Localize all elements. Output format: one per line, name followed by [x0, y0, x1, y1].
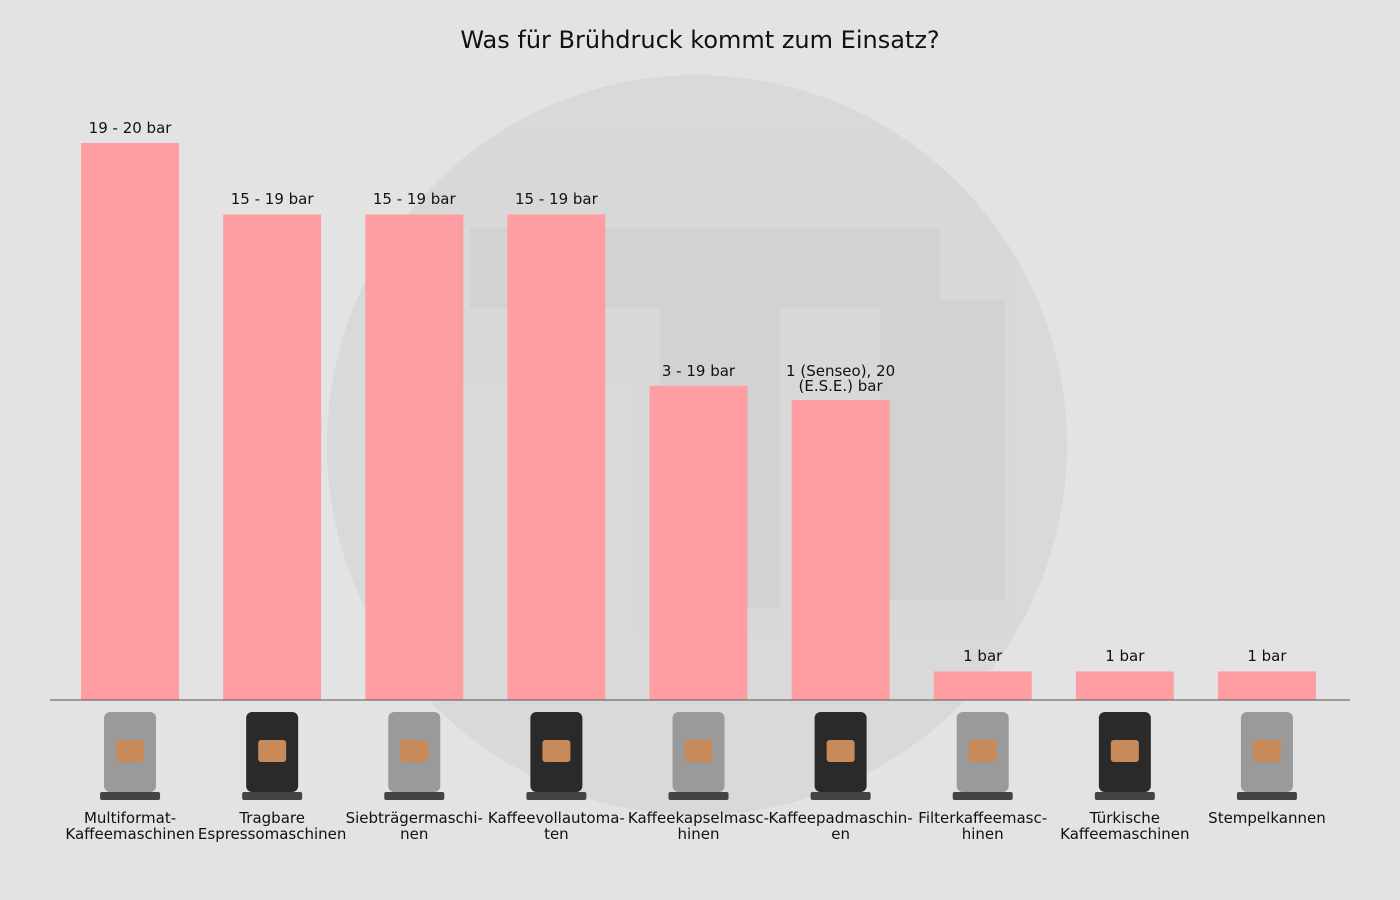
value-label: 1 bar — [1247, 647, 1287, 666]
value-label: 3 - 19 bar — [661, 361, 736, 380]
x-tick-label: Multiformat- Kaffeemaschinen — [65, 809, 195, 843]
x-tick-label: Stempelkannen — [1208, 809, 1326, 827]
icon-base — [526, 792, 587, 800]
icon-detail — [684, 740, 713, 762]
icon-base — [952, 792, 1013, 800]
value-label: 1 bar — [1105, 647, 1145, 666]
bar — [933, 671, 1032, 700]
product-icon — [1094, 712, 1155, 800]
icon-detail — [826, 740, 855, 762]
chart-title: Was für Brühdruck kommt zum Einsatz? — [460, 26, 940, 54]
product-icon — [100, 712, 161, 800]
icon-base — [1236, 792, 1297, 800]
bar — [1217, 671, 1316, 700]
icon-base — [1094, 792, 1155, 800]
icon-base — [100, 792, 161, 800]
product-icon — [242, 712, 303, 800]
x-tick-label: Siebträgermaschi- nen — [345, 809, 483, 843]
icon-detail — [542, 740, 571, 762]
icon-base — [810, 792, 871, 800]
icon-detail — [1110, 740, 1139, 762]
icon-detail — [258, 740, 287, 762]
bar — [365, 214, 464, 700]
value-label: 15 - 19 bar — [514, 190, 598, 209]
product-icon — [952, 712, 1013, 800]
bar — [81, 143, 180, 700]
product-icon — [668, 712, 729, 800]
icon-detail — [400, 740, 429, 762]
icon-base — [668, 792, 729, 800]
icon-detail — [968, 740, 997, 762]
x-tick-label: Türkische Kaffeemaschinen — [1060, 809, 1190, 843]
x-tick-label: Tragbare Espressomaschinen — [197, 809, 347, 843]
product-icon — [810, 712, 871, 800]
product-icon — [1236, 712, 1297, 800]
bar — [223, 214, 322, 700]
bar — [507, 214, 606, 700]
icon-base — [242, 792, 303, 800]
value-label: 19 - 20 bar — [88, 119, 172, 137]
x-tick-label: Kaffeekapselmasc- hinen — [627, 809, 770, 843]
value-label: 1 (Senseo), 20 (E.S.E.) bar — [786, 362, 896, 396]
icon-detail — [116, 740, 145, 762]
x-tick-label: Kaffeepadmaschin- en — [768, 809, 913, 843]
value-label: 15 - 19 bar — [372, 190, 456, 209]
bar — [791, 400, 890, 700]
x-tick-label: Filterkaffeemasc- hinen — [918, 809, 1048, 843]
bar — [1075, 671, 1174, 700]
icon-detail — [1252, 740, 1281, 762]
product-icon — [526, 712, 587, 800]
x-tick-label: Kaffeevollautoma- ten — [487, 809, 625, 843]
bar — [649, 385, 748, 700]
value-label: 15 - 19 bar — [230, 190, 314, 209]
value-label: 1 bar — [963, 647, 1003, 666]
product-icon — [384, 712, 445, 800]
icon-base — [384, 792, 445, 800]
